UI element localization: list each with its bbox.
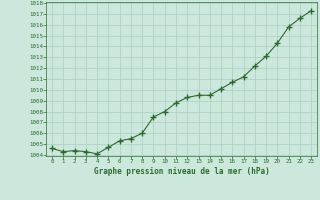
X-axis label: Graphe pression niveau de la mer (hPa): Graphe pression niveau de la mer (hPa) xyxy=(94,167,269,176)
